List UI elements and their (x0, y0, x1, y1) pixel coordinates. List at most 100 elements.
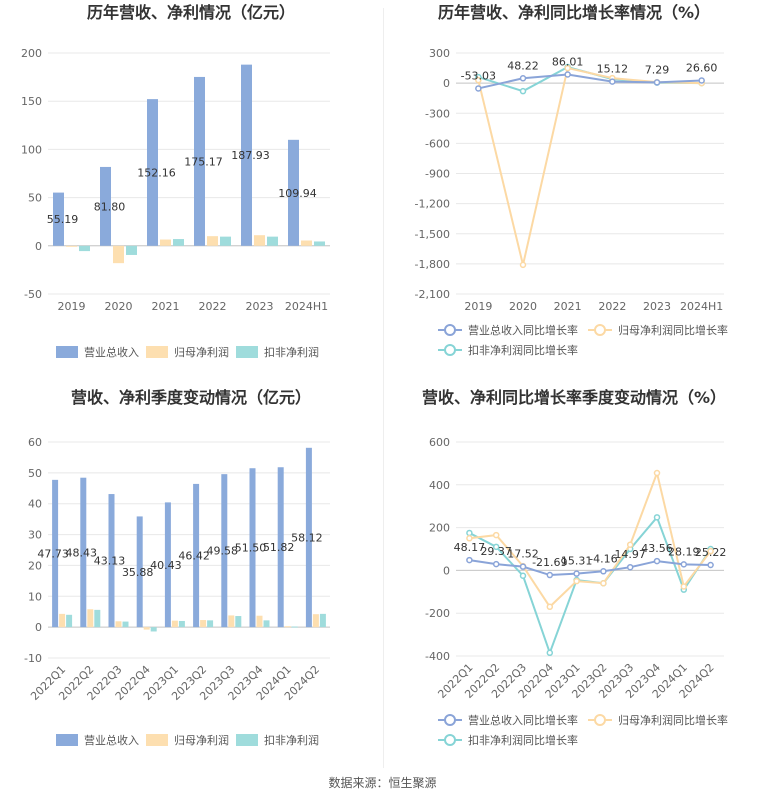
series-point (573, 577, 580, 585)
data-label: 55.19 (47, 213, 79, 226)
bar-deducted (263, 620, 270, 628)
x-tick-label: 2023 (246, 300, 274, 313)
panel-divider (383, 8, 384, 768)
series-point (546, 649, 554, 657)
chart-svg: 历年营收、净利同比增长率情况（%） -2,100 -1,800 -1,500 -1,20… (415, 3, 728, 357)
bar-netprofit (200, 620, 207, 628)
y-tick-label: 0 (443, 564, 450, 577)
series-point (466, 529, 473, 537)
annual-revenue-profit-chart: 历年营收、净利情况（亿元） -50 0 50 100 150 200 2019 2020 2021… (0, 0, 382, 380)
legend-label: 扣非净利润同比增长率 (468, 343, 578, 357)
bar-revenue (249, 468, 256, 628)
bar-netprofit (160, 239, 171, 246)
y-tick-label: -1,200 (415, 198, 450, 211)
y-tick-label: 400 (429, 479, 450, 492)
series-point (546, 603, 554, 611)
series-point (573, 570, 580, 577)
series-point (546, 571, 554, 579)
bar-deducted (150, 627, 157, 632)
bar-netprofit (115, 621, 122, 628)
legend-label: 营业总收入同比增长率 (468, 323, 578, 337)
legend-swatch (236, 734, 258, 746)
bar-deducted (235, 616, 242, 628)
legend-label: 归母净利润 (174, 733, 229, 747)
data-label: 17.52 (507, 548, 539, 561)
series-point (466, 535, 473, 542)
y-tick-label: -2,100 (415, 288, 450, 301)
bar-netprofit (228, 615, 235, 628)
chart-title: 营收、净利季度变动情况（亿元） (71, 388, 311, 407)
bar-netprofit (256, 615, 263, 628)
bar-revenue (80, 477, 87, 628)
data-label: 86.01 (552, 55, 584, 68)
bar-netprofit (171, 620, 178, 628)
series-point (626, 541, 634, 548)
x-tick-label: 2019 (464, 300, 492, 313)
bar-deducted (66, 614, 73, 628)
legend-label: 营业总收入同比增长率 (468, 713, 578, 727)
series-point (600, 568, 607, 575)
data-label: 40.43 (150, 559, 182, 572)
chart-svg: 营收、净利季度变动情况（亿元）-1001020304050602022Q1202… (24, 388, 330, 747)
legend-swatch (146, 734, 168, 746)
series-line-deducted (468, 515, 712, 656)
y-tick-label: -50 (24, 288, 42, 301)
series-point (680, 561, 688, 568)
data-label: 48.17 (454, 541, 486, 554)
bar-deducted (267, 236, 278, 246)
y-tick-label: -10 (24, 652, 42, 665)
legend-label: 扣非净利润 (264, 733, 319, 747)
legend-label: 营业总收入 (84, 733, 139, 747)
data-label: 175.17 (184, 155, 223, 168)
series-line-revenue (478, 73, 702, 90)
data-label: 81.80 (94, 200, 126, 213)
bar-revenue (164, 502, 171, 628)
data-label: 49.58 (207, 545, 239, 558)
data-label: 43.13 (94, 555, 126, 568)
legend-swatch (146, 346, 168, 358)
y-tick-label: 40 (28, 498, 42, 511)
data-label: 48.22 (507, 59, 539, 72)
bar-netprofit (87, 609, 94, 628)
series-point (519, 572, 527, 579)
y-tick-label: -900 (425, 168, 450, 181)
chart-svg: 营收、净利同比增长率季度变动情况（%）-400-2000200400600202… (422, 388, 728, 747)
legend-label: 扣非净利润同比增长率 (468, 733, 578, 747)
series-line-revenue (469, 559, 711, 577)
bar-deducted (122, 621, 129, 628)
bar-deducted (291, 626, 298, 628)
x-tick-label: 2021 (152, 300, 180, 313)
y-tick-label: 10 (28, 590, 42, 603)
legend-swatch-marker (444, 734, 456, 746)
bar-deducted (173, 239, 184, 246)
bar-netprofit (207, 236, 218, 246)
series-point (626, 563, 634, 571)
bar-netprofit (59, 613, 66, 628)
legend-label: 归母净利润 (174, 345, 229, 359)
bar-deducted (319, 613, 326, 628)
bar-revenue (52, 479, 59, 628)
legend-swatch-marker (444, 344, 456, 356)
series-point (519, 75, 527, 82)
chart-title: 历年营收、净利情况（亿元） (87, 3, 295, 22)
series-point (564, 64, 571, 72)
series-point (492, 560, 500, 568)
y-tick-label: 20 (28, 559, 42, 572)
series-point (707, 547, 714, 555)
bar-deducted (94, 609, 101, 628)
y-tick-label: -1,800 (415, 258, 450, 271)
bar-deducted (220, 236, 231, 246)
data-source: 数据来源：恒生聚源 (328, 776, 437, 790)
series-point (519, 87, 527, 95)
bar-deducted (126, 245, 137, 255)
quarterly-revenue-profit-chart: 营收、净利季度变动情况（亿元） -10 0 10 20 30 40 50 60 2022Q1 202… (0, 385, 382, 765)
y-tick-label: 200 (429, 522, 450, 535)
data-label: -21.69 (532, 556, 567, 569)
series-point (609, 78, 616, 85)
series-point (475, 76, 482, 84)
y-tick-label: 30 (28, 529, 42, 542)
legend-swatch (56, 734, 78, 746)
data-label: 152.16 (137, 166, 176, 179)
y-tick-label: 300 (429, 47, 450, 60)
legend-label: 营业总收入 (84, 345, 139, 359)
